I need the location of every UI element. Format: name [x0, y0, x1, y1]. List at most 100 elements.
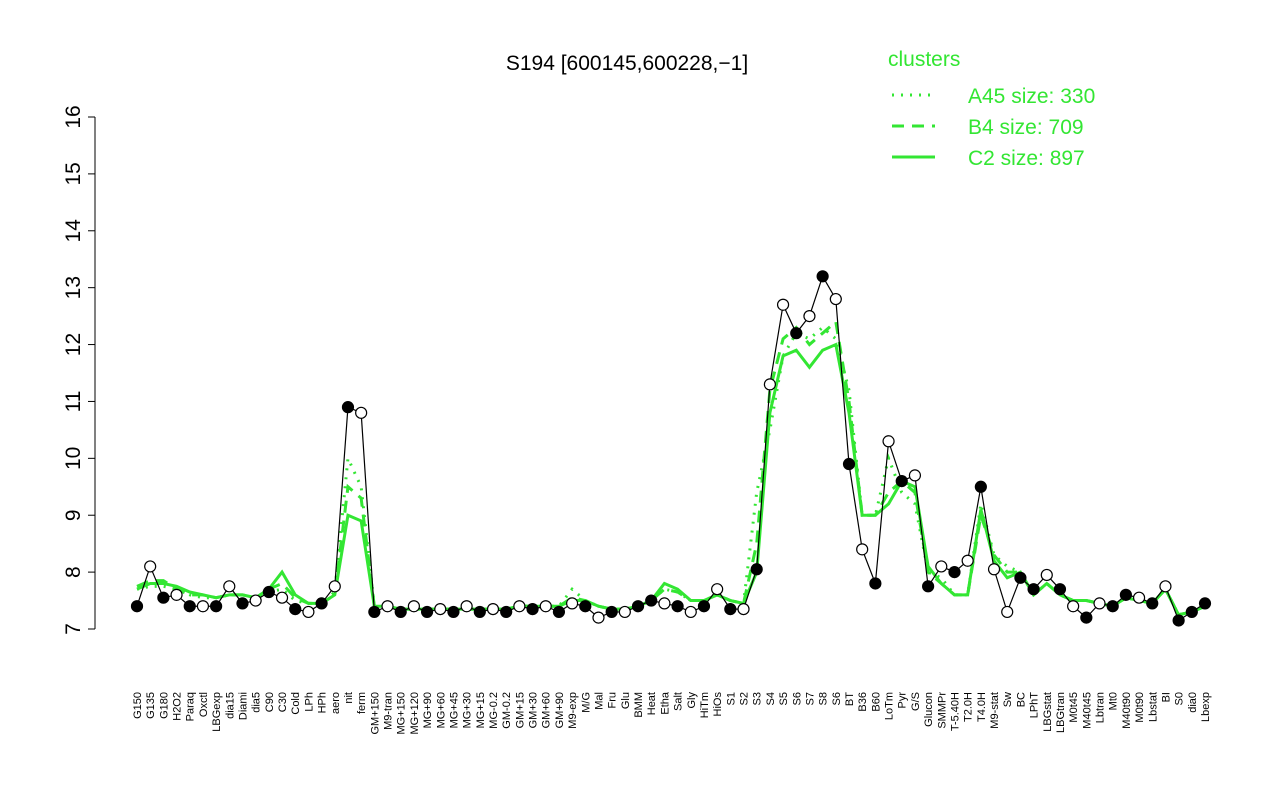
data-point [935, 560, 948, 573]
x-tick-label: BMM [633, 692, 645, 718]
data-point [249, 594, 262, 607]
x-tick-label: G/S [910, 692, 922, 711]
data-point [724, 602, 737, 616]
data-point [908, 469, 922, 482]
x-tick-label: M0t45 [1068, 692, 1080, 723]
data-point [658, 597, 671, 610]
data-point [552, 605, 566, 619]
chart-title: S194 [600145,600228,−1] [506, 52, 748, 75]
x-tick-label: GM+90 [554, 692, 566, 728]
data-point [302, 605, 315, 619]
x-tick-label: Heat [646, 692, 658, 715]
x-tick-label: M9-tran [383, 692, 395, 730]
data-point [592, 611, 605, 624]
x-tick-label: LoTm [884, 692, 896, 720]
x-tick-label: GM+60 [541, 692, 553, 728]
data-point [948, 566, 961, 579]
data-point [869, 577, 882, 590]
data-point [513, 600, 526, 613]
x-tick-label: BI [1160, 692, 1172, 702]
data-point [236, 597, 249, 610]
data-point [605, 605, 618, 619]
x-tick-label: S7 [804, 692, 816, 705]
data-point [1040, 568, 1053, 582]
x-tick-label: G150 [132, 692, 144, 719]
x-tick-label: C90 [264, 692, 276, 712]
data-point [1080, 611, 1093, 624]
x-tick-label: HiOs [712, 692, 724, 717]
x-tick-label: Cold [290, 692, 302, 715]
data-point [961, 554, 974, 567]
x-tick-label: HiTm [699, 692, 711, 718]
x-tick-label: GM+150 [369, 692, 381, 735]
data-point [434, 602, 447, 616]
data-point [631, 600, 645, 613]
data-point [1053, 583, 1067, 596]
y-tick-label: 13 [62, 276, 85, 299]
data-point [750, 563, 763, 576]
data-point [737, 602, 750, 616]
data-point [803, 310, 816, 323]
data-point [842, 457, 856, 471]
data-point [1014, 571, 1027, 584]
data-point [355, 406, 368, 419]
data-point [157, 591, 170, 604]
data-point [420, 605, 434, 619]
x-tick-label: G135 [145, 692, 157, 719]
y-tick-label: 16 [62, 105, 85, 128]
data-line [136, 274, 1206, 622]
x-tick-label: MG-0.2 [488, 692, 500, 729]
x-tick-label: MG+120 [409, 692, 421, 735]
x-tick-label: MG+90 [422, 692, 434, 728]
x-tick-label: Etha [659, 691, 671, 715]
x-tick-label: LBGexp [211, 692, 223, 732]
x-tick-label: LBGtran [1055, 692, 1067, 733]
data-point [1067, 600, 1080, 613]
x-tick-label: S2 [739, 692, 751, 705]
x-tick-label: Diami [237, 692, 249, 720]
x-tick-label: Oxctl [198, 692, 210, 717]
data-point [579, 600, 592, 613]
data-point [183, 600, 196, 613]
x-tick-label: M0t90 [1134, 692, 1146, 723]
data-point [289, 602, 302, 616]
x-tick-label: S6 [791, 692, 803, 705]
data-point [816, 270, 829, 283]
x-tick-label: M9-exp [567, 692, 579, 729]
x-tick-label: BT [844, 692, 856, 706]
data-point [1106, 600, 1119, 613]
data-point [763, 378, 776, 391]
x-tick-label: S1 [725, 692, 737, 705]
x-tick-label: M9-stat [989, 692, 1001, 729]
data-point [223, 580, 236, 593]
x-tick-label: ferm [356, 692, 368, 714]
data-point [368, 605, 381, 619]
data-point [315, 597, 328, 610]
x-tick-label: Salt [673, 692, 685, 711]
x-tick-label: Glucon [923, 692, 935, 727]
x-tick-label: LPhT [1029, 692, 1041, 719]
data-point [882, 435, 895, 448]
data-point [1146, 597, 1159, 610]
x-tick-label: dia0 [1187, 692, 1199, 713]
data-point [144, 560, 157, 573]
x-tick-label: M/G [580, 692, 592, 713]
data-point [407, 600, 420, 613]
x-tick-label: H2O2 [172, 692, 184, 721]
x-tick-label: MG+15 [475, 692, 487, 728]
data-point [130, 600, 144, 613]
x-tick-label: S6 [831, 692, 843, 705]
x-tick-label: dia5 [251, 692, 263, 713]
x-tick-label: dia15 [224, 692, 236, 719]
data-point [262, 585, 275, 599]
data-point [341, 401, 355, 414]
x-tick-label: MG+30 [462, 692, 474, 728]
data-point [711, 583, 724, 596]
y-tick-label: 11 [62, 391, 85, 413]
data-point [1132, 591, 1146, 604]
x-tick-label: Pyr [897, 692, 909, 709]
x-tick-label: M40t45 [1081, 692, 1093, 729]
data-point [922, 580, 935, 593]
x-tick-label: LPh [303, 692, 315, 712]
